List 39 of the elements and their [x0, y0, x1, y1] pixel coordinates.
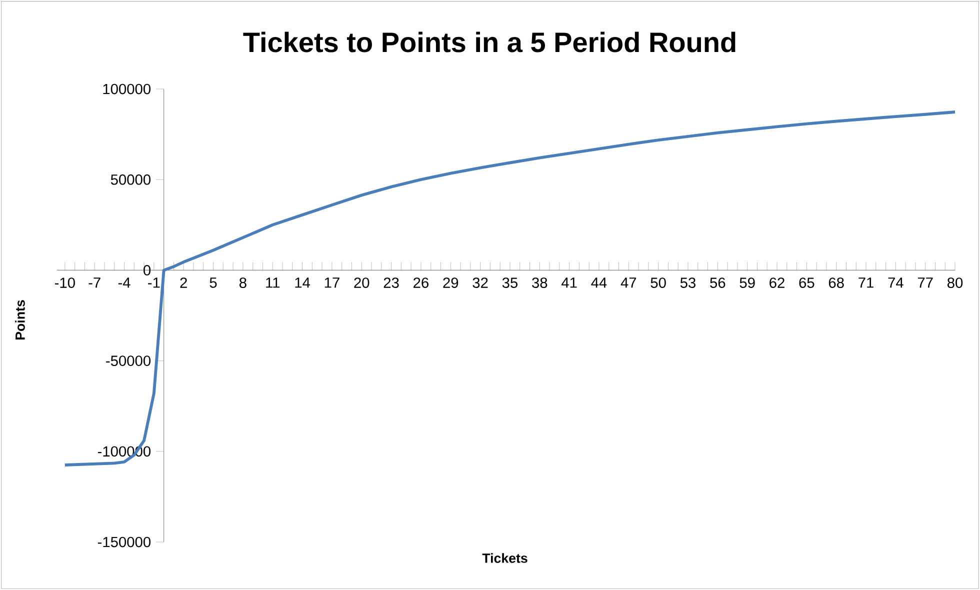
x-tick-label: 50: [650, 278, 666, 288]
x-tick-label: 71: [858, 278, 874, 288]
x-tick-label: 20: [354, 278, 370, 288]
x-tick-label: 35: [502, 278, 518, 288]
x-tick-label: 44: [591, 278, 607, 288]
x-tick-label: 26: [414, 278, 428, 288]
x-tick-label: 77: [918, 278, 933, 288]
y-tick-label: -150000: [98, 536, 151, 548]
x-tick-label: 62: [770, 278, 784, 288]
x-tick-label: 68: [828, 278, 844, 288]
x-tick-label: 17: [324, 278, 340, 288]
chart-title: Tickets to Points in a 5 Period Round: [243, 32, 736, 52]
x-tick-label: 59: [740, 278, 755, 288]
x-tick-label: 11: [266, 278, 280, 288]
x-tick-label: 8: [239, 278, 246, 288]
x-axis-title: Tickets: [482, 553, 528, 563]
x-tick-label: -7: [88, 278, 100, 288]
x-tick-label: 2: [180, 278, 187, 288]
x-tick-label: 56: [710, 278, 726, 288]
x-tick-label: 65: [799, 278, 814, 288]
y-axis-title: Points: [15, 300, 25, 340]
x-tick-label: 53: [680, 278, 696, 288]
y-tick-label: 100000: [103, 84, 151, 94]
x-tick-label: 14: [295, 278, 310, 288]
y-tick-label: -50000: [106, 356, 151, 366]
x-tick-label: 80: [947, 278, 963, 288]
x-tick-label: -1: [148, 278, 160, 288]
x-tick-label: 23: [384, 278, 399, 288]
y-tick-label: 50000: [110, 174, 151, 185]
x-tick-label: -4: [118, 278, 130, 288]
y-tick-label: 0: [144, 265, 151, 276]
x-tick-label: 74: [888, 278, 904, 288]
x-tick-label: 41: [561, 278, 577, 288]
x-tick-label: 47: [620, 278, 636, 288]
x-tick-label: 32: [472, 278, 488, 288]
x-tick-label: -10: [54, 278, 75, 288]
x-tick-label: 5: [210, 278, 217, 288]
x-tick-label: 29: [443, 278, 458, 288]
x-tick-label: 38: [532, 278, 548, 288]
